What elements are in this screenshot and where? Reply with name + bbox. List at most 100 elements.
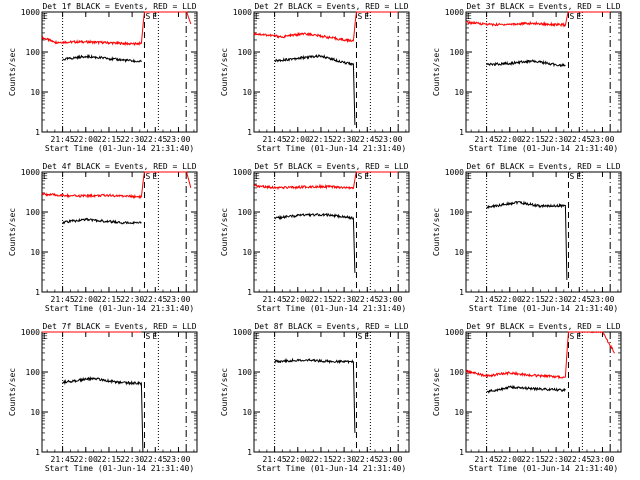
marker-label: E — [255, 332, 260, 341]
y-tick-label: 10 — [30, 408, 40, 417]
x-tick-label: 22:30 — [120, 455, 144, 464]
y-tick-label: 1 — [247, 288, 252, 297]
x-tick-label: 22:45 — [567, 455, 591, 464]
x-tick-label: 23:00 — [378, 135, 402, 144]
y-tick-label: 1000 — [233, 168, 252, 177]
events-series-line — [62, 53, 142, 64]
x-tick-label: 22:45 — [143, 455, 167, 464]
x-tick-label: 21:45 — [51, 295, 75, 304]
x-tick-label: 23:00 — [378, 295, 402, 304]
x-tick-label: 22:00 — [74, 295, 98, 304]
y-tick-label: 10 — [242, 408, 252, 417]
x-tick-label: 22:45 — [567, 135, 591, 144]
marker-label: S — [569, 172, 574, 181]
x-tick-label: 22:45 — [355, 135, 379, 144]
x-tick-label: 22:00 — [74, 135, 98, 144]
y-tick-label: 100 — [238, 48, 253, 57]
detector-panel: Det 3f BLACK = Events, RED = LLD 1 10 100 10… — [432, 2, 622, 153]
x-tick-label: 22:30 — [332, 295, 356, 304]
x-tick-label: 22:00 — [498, 135, 522, 144]
y-axis-label: Counts/sec — [8, 208, 17, 256]
x-axis-label: Start Time (01-Jun-14 21:31:40) — [257, 304, 406, 313]
x-tick-label: 22:00 — [286, 295, 310, 304]
x-tick-label: 22:00 — [74, 455, 98, 464]
plot-frame — [253, 11, 410, 133]
marker-label: E — [43, 12, 48, 21]
detector-panel: Det 2f BLACK = Events, RED = LLD 1 10 100 10… — [220, 2, 410, 153]
lld-series-line — [41, 171, 192, 200]
x-tick-label: 23:00 — [590, 295, 614, 304]
events-series-line — [274, 53, 356, 126]
x-tick-label: 22:15 — [97, 135, 121, 144]
events-series-line — [274, 212, 356, 273]
detector-panel: Det 7f BLACK = Events, RED = LLD 1 10 100 10… — [8, 322, 198, 473]
y-tick-label: 1000 — [21, 168, 40, 177]
plot-frame — [253, 331, 410, 453]
plot-frame — [41, 331, 198, 453]
y-tick-label: 1000 — [233, 328, 252, 337]
x-tick-label: 22:30 — [544, 455, 568, 464]
detector-panel: Det 9f BLACK = Events, RED = LLD 1 10 100 10… — [432, 322, 622, 473]
x-tick-label: 21:45 — [263, 135, 287, 144]
panel-title: Det 2f BLACK = Events, RED = LLD — [254, 2, 408, 11]
panel-title: Det 4f BLACK = Events, RED = LLD — [42, 162, 196, 171]
x-tick-label: 22:30 — [332, 135, 356, 144]
x-tick-label: 21:45 — [51, 455, 75, 464]
x-tick-label: 21:45 — [475, 135, 499, 144]
x-tick-label: 22:15 — [97, 295, 121, 304]
x-axis-label: Start Time (01-Jun-14 21:31:40) — [45, 144, 194, 153]
x-axis-label: Start Time (01-Jun-14 21:31:40) — [469, 144, 618, 153]
x-tick-label: 22:15 — [309, 295, 333, 304]
x-tick-label: 22:15 — [521, 135, 545, 144]
events-series-line — [62, 375, 144, 453]
y-tick-label: 1 — [459, 288, 464, 297]
y-axis-label: Counts/sec — [432, 48, 441, 96]
x-tick-label: 22:15 — [521, 455, 545, 464]
x-axis-label: Start Time (01-Jun-14 21:31:40) — [45, 464, 194, 473]
lld-series-line — [465, 11, 611, 28]
detector-panel: Det 8f BLACK = Events, RED = LLD 1 10 100 10… — [220, 322, 410, 473]
plot-frame — [465, 331, 622, 453]
y-tick-label: 1000 — [21, 328, 40, 337]
y-tick-label: 1000 — [21, 8, 40, 17]
y-tick-label: 10 — [30, 88, 40, 97]
y-tick-label: 10 — [30, 248, 40, 257]
y-tick-label: 100 — [26, 48, 41, 57]
x-tick-label: 22:15 — [309, 135, 333, 144]
y-tick-label: 100 — [450, 208, 465, 217]
y-tick-label: 1000 — [445, 8, 464, 17]
marker-label: E — [43, 172, 48, 181]
x-tick-label: 22:15 — [97, 455, 121, 464]
x-tick-label: 22:15 — [521, 295, 545, 304]
y-tick-label: 100 — [26, 208, 41, 217]
lld-series-line — [465, 331, 615, 380]
events-series-line — [486, 59, 566, 68]
x-tick-label: 22:30 — [544, 295, 568, 304]
y-tick-label: 1 — [247, 448, 252, 457]
panel-title: Det 1f BLACK = Events, RED = LLD — [42, 2, 196, 11]
x-tick-label: 22:15 — [309, 455, 333, 464]
y-tick-label: 1000 — [445, 168, 464, 177]
lld-series-line — [253, 11, 399, 44]
plot-frame — [465, 171, 622, 293]
marker-label: S — [145, 332, 150, 341]
marker-label: E — [152, 12, 157, 21]
marker-label: E — [364, 332, 369, 341]
x-tick-label: 23:00 — [166, 295, 190, 304]
x-axis-label: Start Time (01-Jun-14 21:31:40) — [257, 144, 406, 153]
y-tick-label: 10 — [242, 248, 252, 257]
events-series-line — [486, 200, 568, 281]
y-tick-label: 1 — [35, 288, 40, 297]
y-tick-label: 100 — [238, 368, 253, 377]
x-tick-label: 23:00 — [590, 135, 614, 144]
x-axis-label: Start Time (01-Jun-14 21:31:40) — [45, 304, 194, 313]
y-tick-label: 1000 — [233, 8, 252, 17]
x-tick-label: 22:45 — [143, 295, 167, 304]
y-tick-label: 1 — [459, 128, 464, 137]
marker-label: E — [255, 172, 260, 181]
marker-label: E — [43, 332, 48, 341]
events-series-line — [274, 357, 356, 433]
marker-label: S — [357, 12, 362, 21]
marker-label: S — [569, 332, 574, 341]
x-tick-label: 22:30 — [544, 135, 568, 144]
